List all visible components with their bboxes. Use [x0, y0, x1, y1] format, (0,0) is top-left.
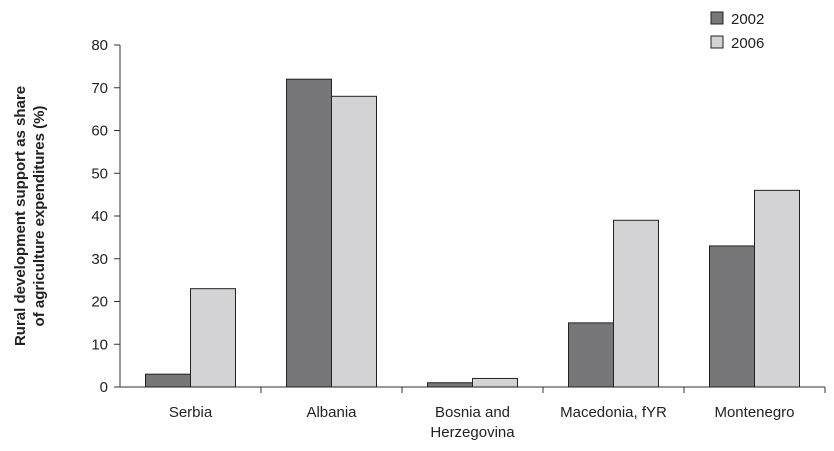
legend-swatch-2002: [710, 11, 724, 25]
bar-2002-serbia: [145, 373, 191, 388]
bar-2006-macedonia-fyr: [613, 219, 659, 388]
bar-2002-bosnia-and-herzegovina: [427, 382, 473, 388]
bar-2002-albania: [286, 78, 332, 388]
x-tick-label: Serbia: [169, 404, 213, 421]
bar-2006-montenegro: [754, 189, 800, 388]
y-tick-label: 0: [100, 379, 108, 396]
x-tick-label: Bosnia and Herzegovina: [430, 404, 515, 441]
y-tick-label: 10: [91, 336, 108, 353]
bar-2006-bosnia-and-herzegovina: [472, 377, 518, 388]
y-tick-label: 80: [91, 37, 108, 54]
x-tick-label: Montenegro: [714, 404, 794, 421]
bar-2002-montenegro: [709, 245, 755, 388]
y-tick-label: 60: [91, 123, 108, 140]
y-axis: 0 10 20 30 40 50 60 70 80: [91, 37, 121, 396]
y-tick-label: 50: [91, 165, 108, 182]
y-tick-label: 30: [91, 251, 108, 268]
y-axis-label-line: of agriculture expenditures (%): [31, 106, 48, 327]
x-tick-label: Albania: [306, 404, 357, 421]
y-tick-label: 20: [91, 294, 108, 311]
y-tick-label: 40: [91, 208, 108, 225]
y-tick-label: 70: [91, 80, 108, 97]
x-tick-label: Macedonia, fYR: [560, 404, 667, 421]
bar-2006-albania: [331, 95, 377, 388]
legend-label-2006: 2006: [731, 35, 764, 52]
bars: [145, 78, 800, 388]
y-axis-label-line: Rural development support as share: [12, 86, 29, 346]
y-axis-label: Rural development support as share of agr…: [12, 86, 48, 346]
legend-label-2002: 2002: [731, 11, 764, 28]
bar-2002-macedonia-fyr: [568, 322, 614, 388]
legend: 2002 2006: [710, 11, 764, 52]
x-axis: Serbia Albania Bosnia and Herzegovina Macedo…: [120, 386, 826, 441]
bar-2006-serbia: [190, 288, 236, 388]
legend-swatch-2006: [710, 35, 724, 49]
